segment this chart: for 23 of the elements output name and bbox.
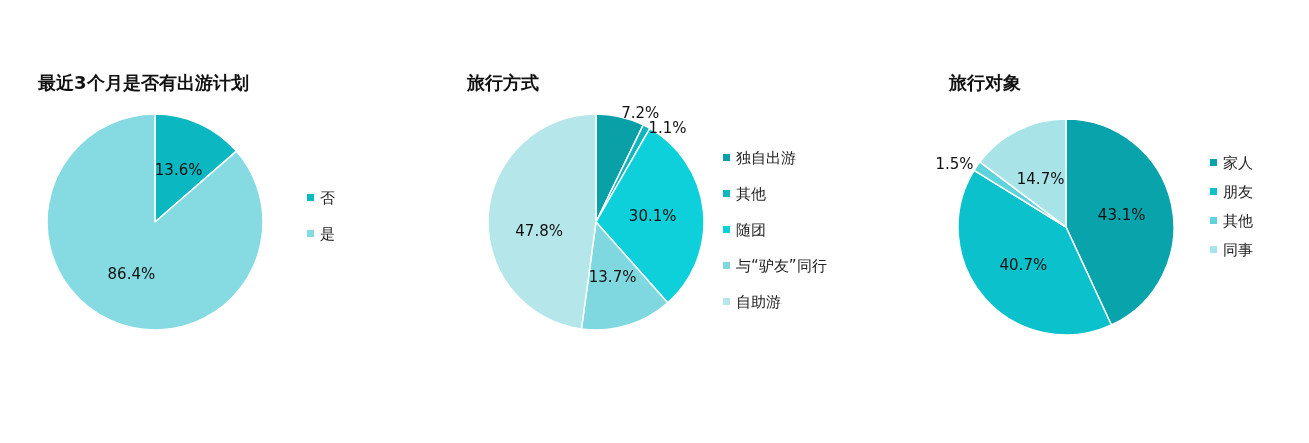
data-label: 13.7%: [588, 267, 637, 286]
data-label: 47.8%: [515, 222, 563, 241]
chart-title: 旅行方式: [466, 71, 539, 93]
legend-label: 自助游: [736, 292, 781, 311]
data-label: 30.1%: [628, 207, 677, 226]
legend-label: 家人: [1223, 153, 1253, 172]
legend-label: 其他: [1223, 211, 1253, 230]
legend-label: 朋友: [1223, 182, 1253, 201]
data-label: 40.7%: [999, 255, 1048, 274]
data-label: 13.6%: [154, 161, 203, 180]
legend-label: 独自出游: [736, 148, 796, 167]
data-label: 43.1%: [1097, 205, 1146, 224]
legend-label: 其他: [736, 184, 766, 203]
legend-label: 随团: [736, 220, 766, 239]
legend-label: 同事: [1223, 240, 1253, 259]
legend-label: 否: [320, 188, 335, 207]
legend-label: 是: [320, 224, 335, 243]
legend-label: 与“驴友”同行: [736, 256, 827, 275]
data-label: 14.7%: [1016, 169, 1065, 188]
data-label: 86.4%: [107, 264, 156, 283]
chart-title: 最近3个月是否有出游计划: [37, 71, 249, 93]
data-label: 1.5%: [935, 154, 974, 173]
chart-title: 旅行对象: [948, 71, 1021, 93]
